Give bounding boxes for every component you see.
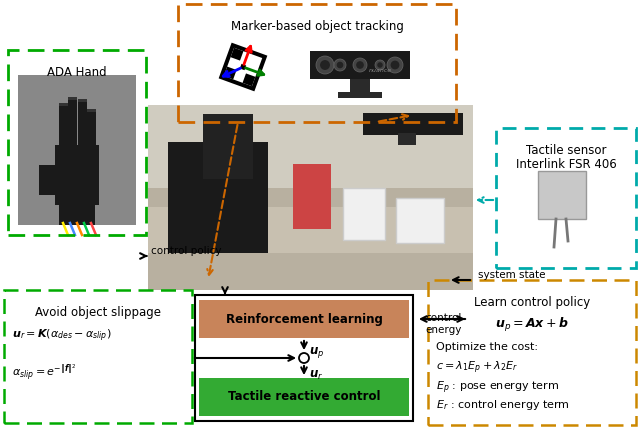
- Bar: [199, 300, 409, 338]
- Bar: [178, 4, 456, 122]
- Bar: [350, 79, 370, 95]
- Bar: [68, 97, 77, 145]
- Bar: [230, 48, 243, 60]
- Bar: [199, 378, 409, 416]
- Circle shape: [299, 353, 309, 363]
- Bar: [59, 103, 68, 106]
- Text: $\boldsymbol{u}_p = \boldsymbol{A}\boldsymbol{x} + \boldsymbol{b}$: $\boldsymbol{u}_p = \boldsymbol{A}\bolds…: [495, 316, 569, 334]
- Bar: [148, 207, 473, 253]
- Text: $\boldsymbol{u}_p$: $\boldsymbol{u}_p$: [309, 345, 324, 360]
- Text: $\boldsymbol{u}_r = \boldsymbol{K}(\alpha_{des} - \alpha_{slip})$: $\boldsymbol{u}_r = \boldsymbol{K}(\alph…: [12, 328, 111, 344]
- Text: Tactile sensor: Tactile sensor: [525, 144, 606, 157]
- Text: Interlink FSR 406: Interlink FSR 406: [516, 158, 616, 171]
- Text: $\boldsymbol{u}_r$: $\boldsymbol{u}_r$: [309, 369, 323, 381]
- Text: Tactile reactive control: Tactile reactive control: [228, 390, 380, 404]
- Text: Avoid object slippage: Avoid object slippage: [35, 306, 161, 319]
- Bar: [224, 66, 237, 79]
- Bar: [4, 290, 192, 423]
- Bar: [168, 142, 268, 253]
- Circle shape: [356, 61, 364, 69]
- Bar: [148, 105, 473, 290]
- Bar: [538, 171, 586, 219]
- Bar: [55, 145, 99, 205]
- Text: ADA Hand: ADA Hand: [47, 66, 107, 79]
- Bar: [496, 128, 636, 268]
- Text: $\alpha_{slip} = e^{-\|\boldsymbol{f}\|^2}$: $\alpha_{slip} = e^{-\|\boldsymbol{f}\|^…: [12, 362, 77, 382]
- Text: control policy: control policy: [151, 246, 221, 256]
- Text: Learn control policy: Learn control policy: [474, 296, 590, 309]
- Bar: [18, 75, 136, 225]
- Bar: [87, 109, 96, 112]
- Bar: [310, 51, 410, 79]
- Bar: [343, 188, 385, 240]
- Circle shape: [353, 58, 367, 72]
- Circle shape: [320, 60, 330, 70]
- Circle shape: [390, 60, 399, 69]
- Bar: [338, 92, 382, 98]
- Text: $E_r$ : control energy term: $E_r$ : control energy term: [436, 398, 570, 412]
- Bar: [363, 113, 463, 135]
- Bar: [293, 164, 331, 229]
- Circle shape: [375, 60, 385, 70]
- Text: $c = \lambda_1 E_p + \lambda_2 E_r$: $c = \lambda_1 E_p + \lambda_2 E_r$: [436, 360, 518, 376]
- Text: nuance: nuance: [369, 69, 392, 73]
- Circle shape: [316, 56, 334, 74]
- Bar: [195, 295, 413, 421]
- Bar: [398, 133, 416, 145]
- Circle shape: [337, 62, 343, 68]
- Text: Optimize the cost:: Optimize the cost:: [436, 342, 538, 352]
- Bar: [240, 64, 246, 70]
- Circle shape: [377, 62, 383, 68]
- Bar: [39, 165, 57, 195]
- Bar: [219, 42, 268, 91]
- Bar: [59, 103, 68, 145]
- Text: $E_p$ : pose energy term: $E_p$ : pose energy term: [436, 380, 559, 396]
- Bar: [203, 114, 253, 179]
- Circle shape: [334, 59, 346, 71]
- Bar: [148, 105, 473, 188]
- Text: Marker-based object tracking: Marker-based object tracking: [230, 20, 403, 33]
- Bar: [78, 99, 87, 145]
- Bar: [224, 48, 262, 86]
- Text: system state: system state: [478, 270, 545, 280]
- Text: Reinforcement learning: Reinforcement learning: [225, 312, 383, 326]
- Bar: [243, 73, 255, 86]
- Bar: [59, 205, 95, 225]
- Bar: [78, 99, 87, 102]
- Circle shape: [387, 57, 403, 73]
- Bar: [68, 97, 77, 100]
- Text: control
energy: control energy: [425, 313, 461, 335]
- Bar: [87, 109, 96, 145]
- Bar: [396, 197, 444, 242]
- Bar: [8, 50, 146, 235]
- Bar: [428, 280, 636, 425]
